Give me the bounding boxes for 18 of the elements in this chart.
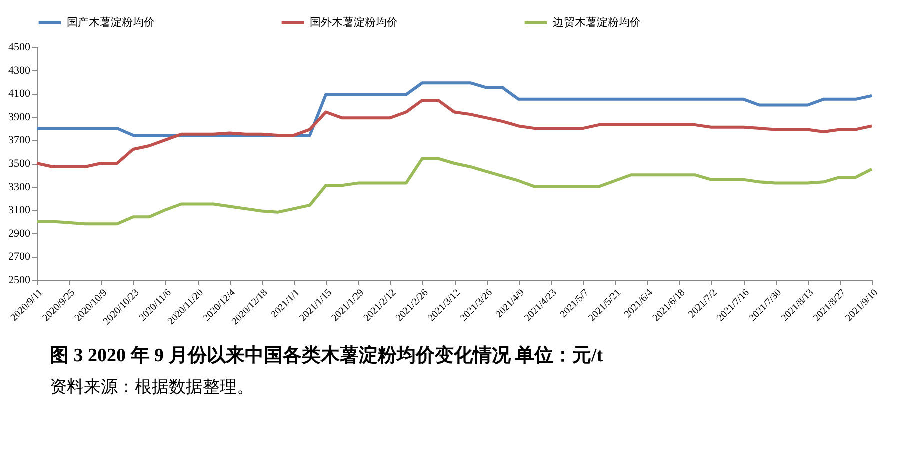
legend-label: 边贸木薯淀粉均价 [553, 16, 641, 29]
line-series [36, 157, 874, 226]
y-tick-label: 2700 [8, 251, 31, 264]
y-tick-label: 4500 [8, 42, 31, 54]
line-series [36, 99, 874, 168]
text: 资料来源：根据数据整理。 [50, 377, 254, 396]
y-tick-label: 3300 [8, 181, 31, 194]
y-tick-label: 3700 [8, 134, 31, 147]
y-tick-label: 3500 [8, 158, 31, 170]
y-tick-label: 4100 [8, 88, 31, 100]
y-tick-label: 3100 [8, 204, 31, 217]
y-tick-label: 2900 [8, 228, 31, 240]
text: 图 3 2020 年 9 月份以来中国各类木薯淀粉均价变化情况 单位：元/t [50, 344, 604, 366]
legend-label: 国产木薯淀粉均价 [67, 16, 155, 29]
y-tick-label: 4300 [8, 64, 31, 77]
y-tick-label: 2500 [8, 274, 31, 286]
y-tick-label: 3900 [8, 111, 31, 124]
legend-label: 国外木薯淀粉均价 [310, 16, 398, 29]
